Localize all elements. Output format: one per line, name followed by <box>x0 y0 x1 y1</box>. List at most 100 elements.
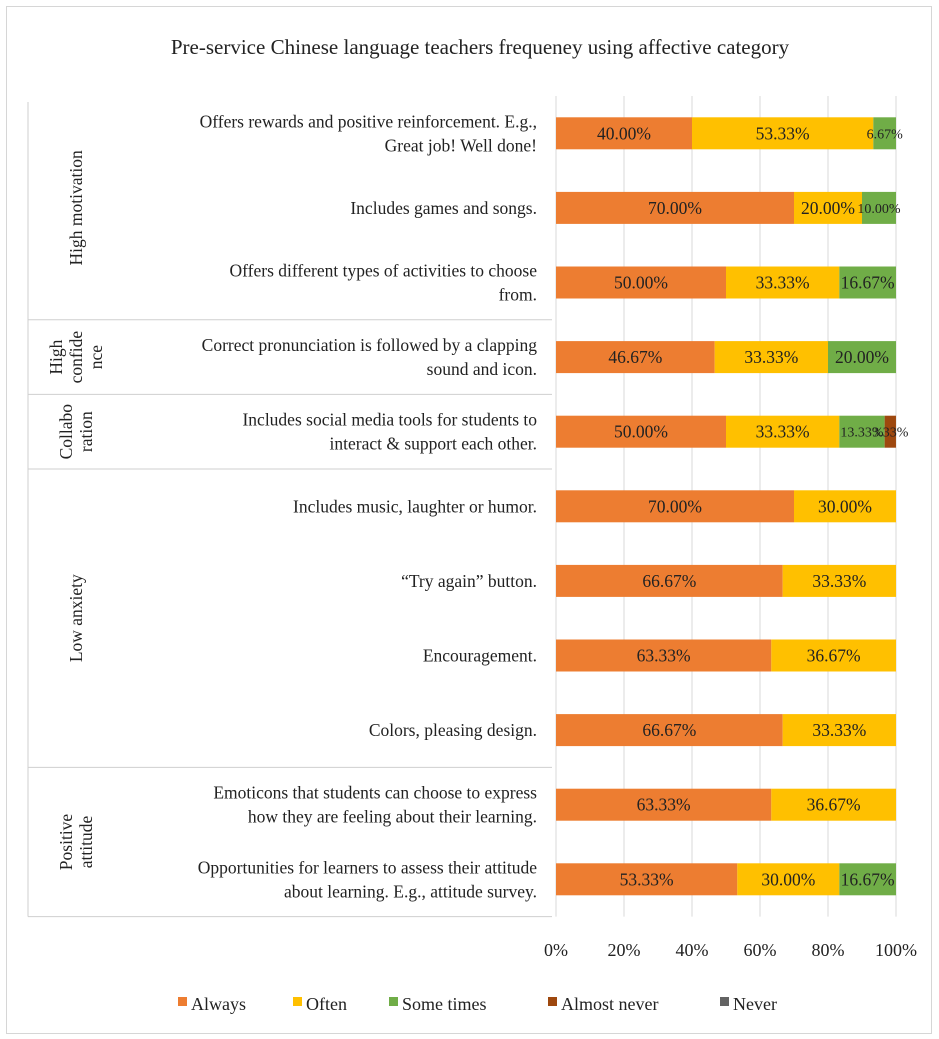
category-label-line: interact & support each other. <box>330 434 538 454</box>
category-label-line: Offers different types of activities to … <box>230 261 538 281</box>
bar-always <box>556 341 715 374</box>
bar-often <box>726 415 840 448</box>
category-label-line: Opportunities for learners to assess the… <box>198 857 537 877</box>
data-label: 6.67% <box>867 127 904 142</box>
group-label: Highconfidence <box>46 331 106 384</box>
bar-always <box>556 639 772 672</box>
data-label: 66.67% <box>642 720 696 740</box>
legend-swatch <box>389 997 398 1006</box>
bar-some-times <box>839 415 885 448</box>
category-label: Offers different types of activities to … <box>230 261 538 305</box>
bar-always <box>556 490 794 523</box>
bar-often <box>714 341 828 374</box>
data-label: 36.67% <box>807 646 861 666</box>
group-label: High motivation <box>66 150 86 265</box>
legend-label: Never <box>733 994 777 1014</box>
category-label: Includes games and songs. <box>350 198 537 218</box>
bar-always <box>556 266 726 299</box>
data-label: 40.00% <box>597 123 651 143</box>
x-tick-label: 0% <box>544 940 568 960</box>
data-label: 33.33% <box>812 720 866 740</box>
data-label: 13.33% <box>840 426 884 441</box>
data-label: 33.33% <box>744 347 798 367</box>
data-label: 30.00% <box>818 496 872 516</box>
legend-label: Some times <box>402 994 487 1014</box>
data-label: 50.00% <box>614 273 668 293</box>
category-label-line: Includes social media tools for students… <box>242 410 537 430</box>
bar-often <box>782 714 896 747</box>
category-label-line: Includes music, laughter or humor. <box>293 496 537 516</box>
group-label-line: attitude <box>76 816 96 869</box>
bar-some-times <box>839 863 896 896</box>
chart-title: Pre-service Chinese language teachers fr… <box>171 35 790 59</box>
data-label: 70.00% <box>648 198 702 218</box>
data-label: 53.33% <box>756 123 810 143</box>
category-label-line: Great job! Well done! <box>385 135 537 155</box>
bar-always <box>556 863 738 896</box>
data-label: 3.33% <box>872 426 909 441</box>
legend-swatch <box>548 997 557 1006</box>
data-label: 16.67% <box>841 273 895 293</box>
bar-often <box>737 863 840 896</box>
data-label: 16.67% <box>841 869 895 889</box>
group-labels: High motivation Highconfidence Collaborati… <box>46 150 106 870</box>
data-label: 46.67% <box>608 347 662 367</box>
category-label: Encouragement. <box>423 646 537 666</box>
data-label: 30.00% <box>761 869 815 889</box>
category-label-line: Offers rewards and positive reinforcemen… <box>200 111 537 131</box>
chart-frame <box>6 6 932 1034</box>
bar-some-times <box>839 266 896 299</box>
category-label: Correct pronunciation is followed by a c… <box>202 335 538 379</box>
bar-often <box>782 564 896 597</box>
category-label-line: Includes games and songs. <box>350 198 537 218</box>
group-label-line: confide <box>66 331 86 384</box>
bar-always <box>556 415 726 448</box>
bar-some-times <box>828 341 896 374</box>
data-label: 33.33% <box>756 422 810 442</box>
bar-always <box>556 564 783 597</box>
bar-always <box>556 788 772 821</box>
category-label: Colors, pleasing design. <box>369 720 537 740</box>
category-label: Includes social media tools for students… <box>242 410 537 454</box>
legend-label: Always <box>191 994 246 1014</box>
bar-often <box>794 490 896 523</box>
group-dividers <box>27 102 552 918</box>
group-label: Positiveattitude <box>56 814 96 871</box>
category-label: Offers rewards and positive reinforcemen… <box>200 111 537 155</box>
legend-swatch <box>178 997 187 1006</box>
data-label: 33.33% <box>812 571 866 591</box>
category-label-line: Correct pronunciation is followed by a c… <box>202 335 538 355</box>
data-labels: 40.00% 53.33% 6.67%70.00% 20.00% 10.00%50.00… <box>597 123 909 889</box>
category-label-line: Colors, pleasing design. <box>369 720 537 740</box>
data-label: 20.00% <box>835 347 889 367</box>
x-tick-label: 100% <box>875 940 917 960</box>
group-label-line: High motivation <box>66 150 86 265</box>
category-label: “Try again” button. <box>401 571 537 591</box>
group-label-line: nce <box>86 345 106 370</box>
category-label: Includes music, laughter or humor. <box>293 496 537 516</box>
group-label-line: Collabo <box>56 404 76 460</box>
x-tick-label: 40% <box>676 940 709 960</box>
bar-often <box>726 266 840 299</box>
category-label-line: “Try again” button. <box>401 571 537 591</box>
bar-almost-never <box>884 415 896 448</box>
group-label-line: High <box>46 339 66 374</box>
category-label: Opportunities for learners to assess the… <box>198 857 537 901</box>
bar-always <box>556 191 794 224</box>
data-label: 20.00% <box>801 198 855 218</box>
category-label-line: Encouragement. <box>423 646 537 666</box>
data-label: 63.33% <box>637 795 691 815</box>
group-label: Low anxiety <box>66 574 86 662</box>
bar-always <box>556 117 692 150</box>
group-label-line: Positive <box>56 814 76 871</box>
data-label: 36.67% <box>807 795 861 815</box>
bar-some-times <box>873 117 896 150</box>
group-label-line: ration <box>76 411 96 452</box>
data-label: 50.00% <box>614 422 668 442</box>
legend: Always Often Some times Almost never Never <box>178 994 777 1014</box>
data-label: 10.00% <box>857 202 901 217</box>
legend-swatch <box>293 997 302 1006</box>
bar-often <box>794 191 862 224</box>
data-label: 66.67% <box>642 571 696 591</box>
gridlines <box>555 96 897 917</box>
